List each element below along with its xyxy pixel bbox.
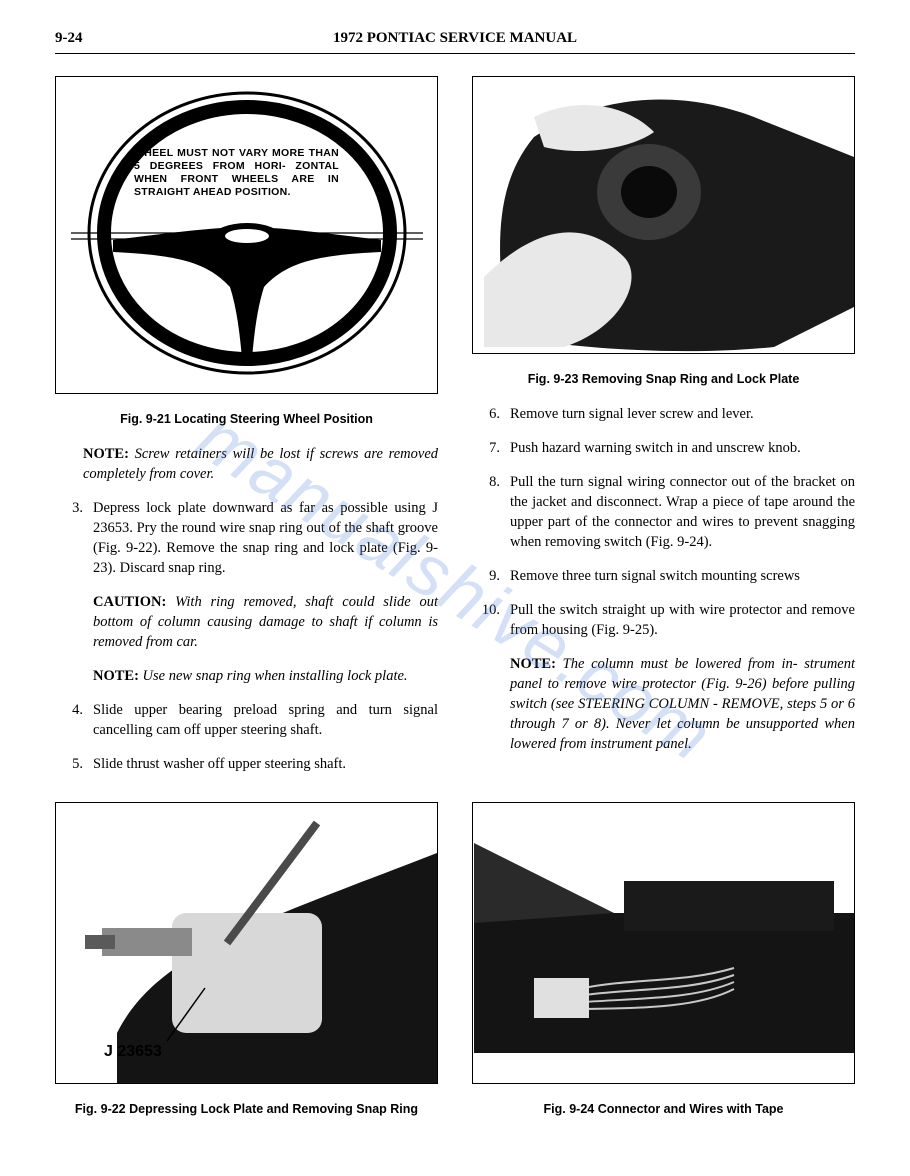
step-text: Pull the turn signal wiring connector ou…	[510, 472, 855, 552]
note-label: NOTE:	[83, 446, 129, 462]
step-num: 9.	[472, 566, 510, 586]
figure-9-22-container: J 23653 Fig. 9-22 Depressing Lock Plate …	[55, 792, 438, 1134]
step-num: 10.	[472, 600, 510, 754]
figure-9-23	[472, 76, 855, 354]
photo-placeholder-icon	[57, 803, 437, 1083]
note-mid: NOTE: Use new snap ring when installing …	[93, 666, 438, 686]
figure-9-21-caption: Fig. 9-21 Locating Steering Wheel Positi…	[55, 412, 438, 426]
page-header: 9-24 1972 PONTIAC SERVICE MANUAL	[55, 30, 855, 47]
header-rule	[55, 53, 855, 54]
step-text: Remove three turn signal switch mounting…	[510, 566, 855, 586]
photo-placeholder-icon	[474, 803, 854, 1083]
note-text: Screw retainers will be lost if screws a…	[83, 446, 438, 482]
step-text: Remove turn signal lever screw and lever…	[510, 404, 855, 424]
steps-left: 3. Depress lock plate downward as far as…	[55, 498, 438, 774]
step-9: 9. Remove three turn signal switch mount…	[472, 566, 855, 586]
caution-label: CAUTION:	[93, 594, 166, 610]
steps-right: 6. Remove turn signal lever screw and le…	[472, 404, 855, 754]
step-num: 6.	[472, 404, 510, 424]
step-num: 3.	[55, 498, 93, 686]
figure-9-21: WHEEL MUST NOT VARY MORE THAN 5 DEGREES …	[55, 76, 438, 394]
photo-placeholder-icon	[474, 77, 854, 353]
step-text: Pull the switch straight up with wire pr…	[510, 602, 855, 638]
note-text: The column must be lowered from in- stru…	[510, 656, 855, 752]
step-num: 4.	[55, 700, 93, 740]
step-6: 6. Remove turn signal lever screw and le…	[472, 404, 855, 424]
main-columns: WHEEL MUST NOT VARY MORE THAN 5 DEGREES …	[55, 76, 855, 788]
figure-9-22: J 23653	[55, 802, 438, 1084]
figure-9-24	[472, 802, 855, 1084]
step-text: Push hazard warning switch in and unscre…	[510, 438, 855, 458]
step-7: 7. Push hazard warning switch in and uns…	[472, 438, 855, 458]
step-10: 10. Pull the switch straight up with wir…	[472, 600, 855, 754]
note-label: NOTE:	[93, 668, 139, 684]
note-top: NOTE: Screw retainers will be lost if sc…	[55, 444, 438, 484]
page: manualshive.com 9-24 1972 PONTIAC SERVIC…	[0, 0, 910, 1174]
caution-block: CAUTION: With ring removed, shaft could …	[93, 592, 438, 652]
figure-9-21-annotation: WHEEL MUST NOT VARY MORE THAN 5 DEGREES …	[134, 147, 339, 200]
step-num: 8.	[472, 472, 510, 552]
step-text: Slide thrust washer off upper steering s…	[93, 754, 438, 774]
note-text: Use new snap ring when installing lock p…	[143, 668, 408, 684]
figure-9-22-caption: Fig. 9-22 Depressing Lock Plate and Remo…	[55, 1102, 438, 1116]
step-num: 7.	[472, 438, 510, 458]
left-column: WHEEL MUST NOT VARY MORE THAN 5 DEGREES …	[55, 76, 438, 788]
note-step10: NOTE: The column must be lowered from in…	[510, 654, 855, 754]
figure-9-24-container: Fig. 9-24 Connector and Wires with Tape	[472, 792, 855, 1134]
step-text: Depress lock plate downward as far as po…	[93, 500, 438, 576]
figure-9-22-tool-label: J 23653	[104, 1043, 162, 1061]
bottom-figure-row: J 23653 Fig. 9-22 Depressing Lock Plate …	[55, 792, 855, 1134]
note-label: NOTE:	[510, 656, 556, 672]
figure-9-24-caption: Fig. 9-24 Connector and Wires with Tape	[472, 1102, 855, 1116]
page-number: 9-24	[55, 30, 83, 47]
step-3: 3. Depress lock plate downward as far as…	[55, 498, 438, 686]
figure-9-23-caption: Fig. 9-23 Removing Snap Ring and Lock Pl…	[472, 372, 855, 386]
step-5: 5. Slide thrust washer off upper steerin…	[55, 754, 438, 774]
step-text: Slide upper bearing preload spring and t…	[93, 700, 438, 740]
right-column: Fig. 9-23 Removing Snap Ring and Lock Pl…	[472, 76, 855, 788]
steering-wheel-icon	[67, 77, 427, 393]
step-8: 8. Pull the turn signal wiring connector…	[472, 472, 855, 552]
step-4: 4. Slide upper bearing preload spring an…	[55, 700, 438, 740]
step-num: 5.	[55, 754, 93, 774]
page-title: 1972 PONTIAC SERVICE MANUAL	[333, 30, 577, 47]
